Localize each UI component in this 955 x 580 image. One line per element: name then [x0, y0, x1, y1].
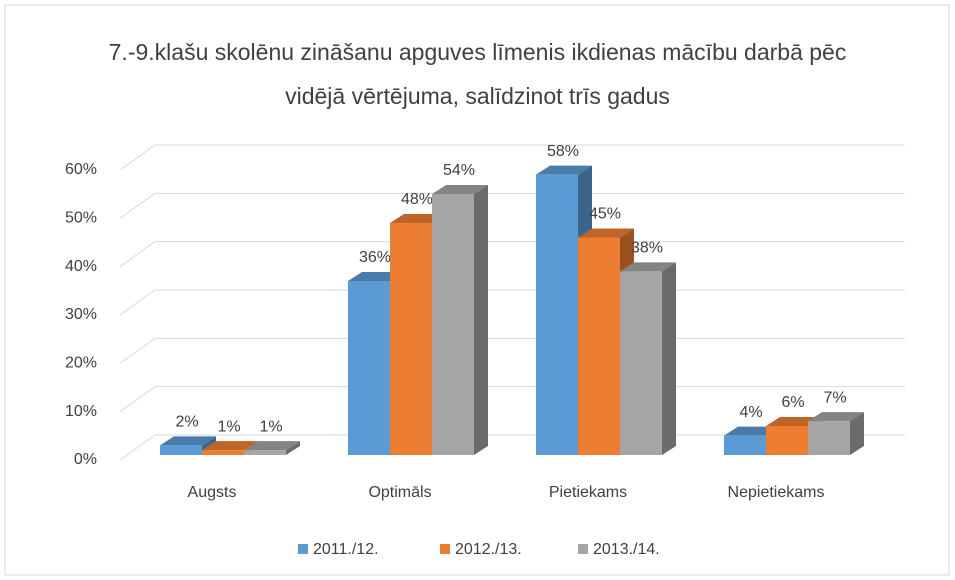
bar-side [662, 262, 676, 455]
bar-side [474, 185, 488, 455]
x-tick-label: Nepietiekams [728, 484, 825, 501]
grid-line [119, 192, 905, 219]
data-label: 38% [631, 240, 663, 257]
bar-top [432, 185, 488, 194]
legend-swatch [578, 544, 588, 554]
y-tick-label: 20% [65, 355, 97, 372]
bar [766, 426, 808, 455]
bar-top [808, 412, 864, 422]
legend-swatch [440, 544, 450, 554]
data-label: 36% [359, 249, 391, 266]
x-tick-label: Augsts [188, 484, 237, 501]
bar [724, 435, 766, 455]
data-label: 4% [739, 404, 762, 421]
data-label: 58% [547, 143, 579, 160]
data-label: 54% [443, 162, 475, 179]
bar-top [620, 262, 676, 272]
legend-label: 2011./12. [313, 541, 379, 558]
bar [390, 223, 432, 455]
data-label: 1% [217, 418, 240, 435]
x-tick-label: Optimāls [368, 484, 431, 501]
bar [160, 445, 202, 455]
y-tick-label: 50% [65, 210, 97, 227]
y-tick-label: 10% [65, 403, 97, 420]
data-label: 6% [781, 394, 804, 411]
y-tick-label: 30% [65, 306, 97, 323]
grid-line [119, 289, 905, 316]
chart-border [4, 4, 950, 576]
bar [432, 194, 474, 455]
bar [202, 450, 244, 455]
y-tick-label: 40% [65, 258, 97, 275]
bar [808, 421, 850, 455]
bar-top [160, 436, 216, 446]
grid-line [119, 144, 905, 171]
bar [348, 281, 390, 455]
bar-top [202, 441, 258, 451]
bar [620, 271, 662, 455]
bar [244, 450, 286, 455]
y-tick-label: 60% [65, 161, 97, 178]
bar [578, 237, 620, 455]
legend-swatch [298, 544, 308, 554]
chart-title: 7.-9.klašu skolēnu zināšanu apguves līme… [108, 39, 847, 109]
data-label: 1% [259, 418, 282, 435]
y-tick-label: 0% [74, 451, 97, 468]
x-tick-label: Pietiekams [549, 484, 627, 501]
legend-label: 2013./14. [593, 541, 660, 558]
grid-line [119, 337, 905, 364]
bar [536, 174, 578, 455]
bar-top [244, 441, 300, 451]
data-label: 45% [589, 206, 621, 223]
bar-side [850, 412, 864, 455]
data-label: 2% [175, 414, 198, 431]
bar-top [536, 165, 592, 175]
data-label: 7% [823, 389, 846, 406]
legend-label: 2012./13. [455, 541, 522, 558]
bar-side [286, 441, 300, 455]
bar-top [578, 228, 634, 238]
data-label: 48% [401, 191, 433, 208]
grid-line [119, 241, 905, 268]
